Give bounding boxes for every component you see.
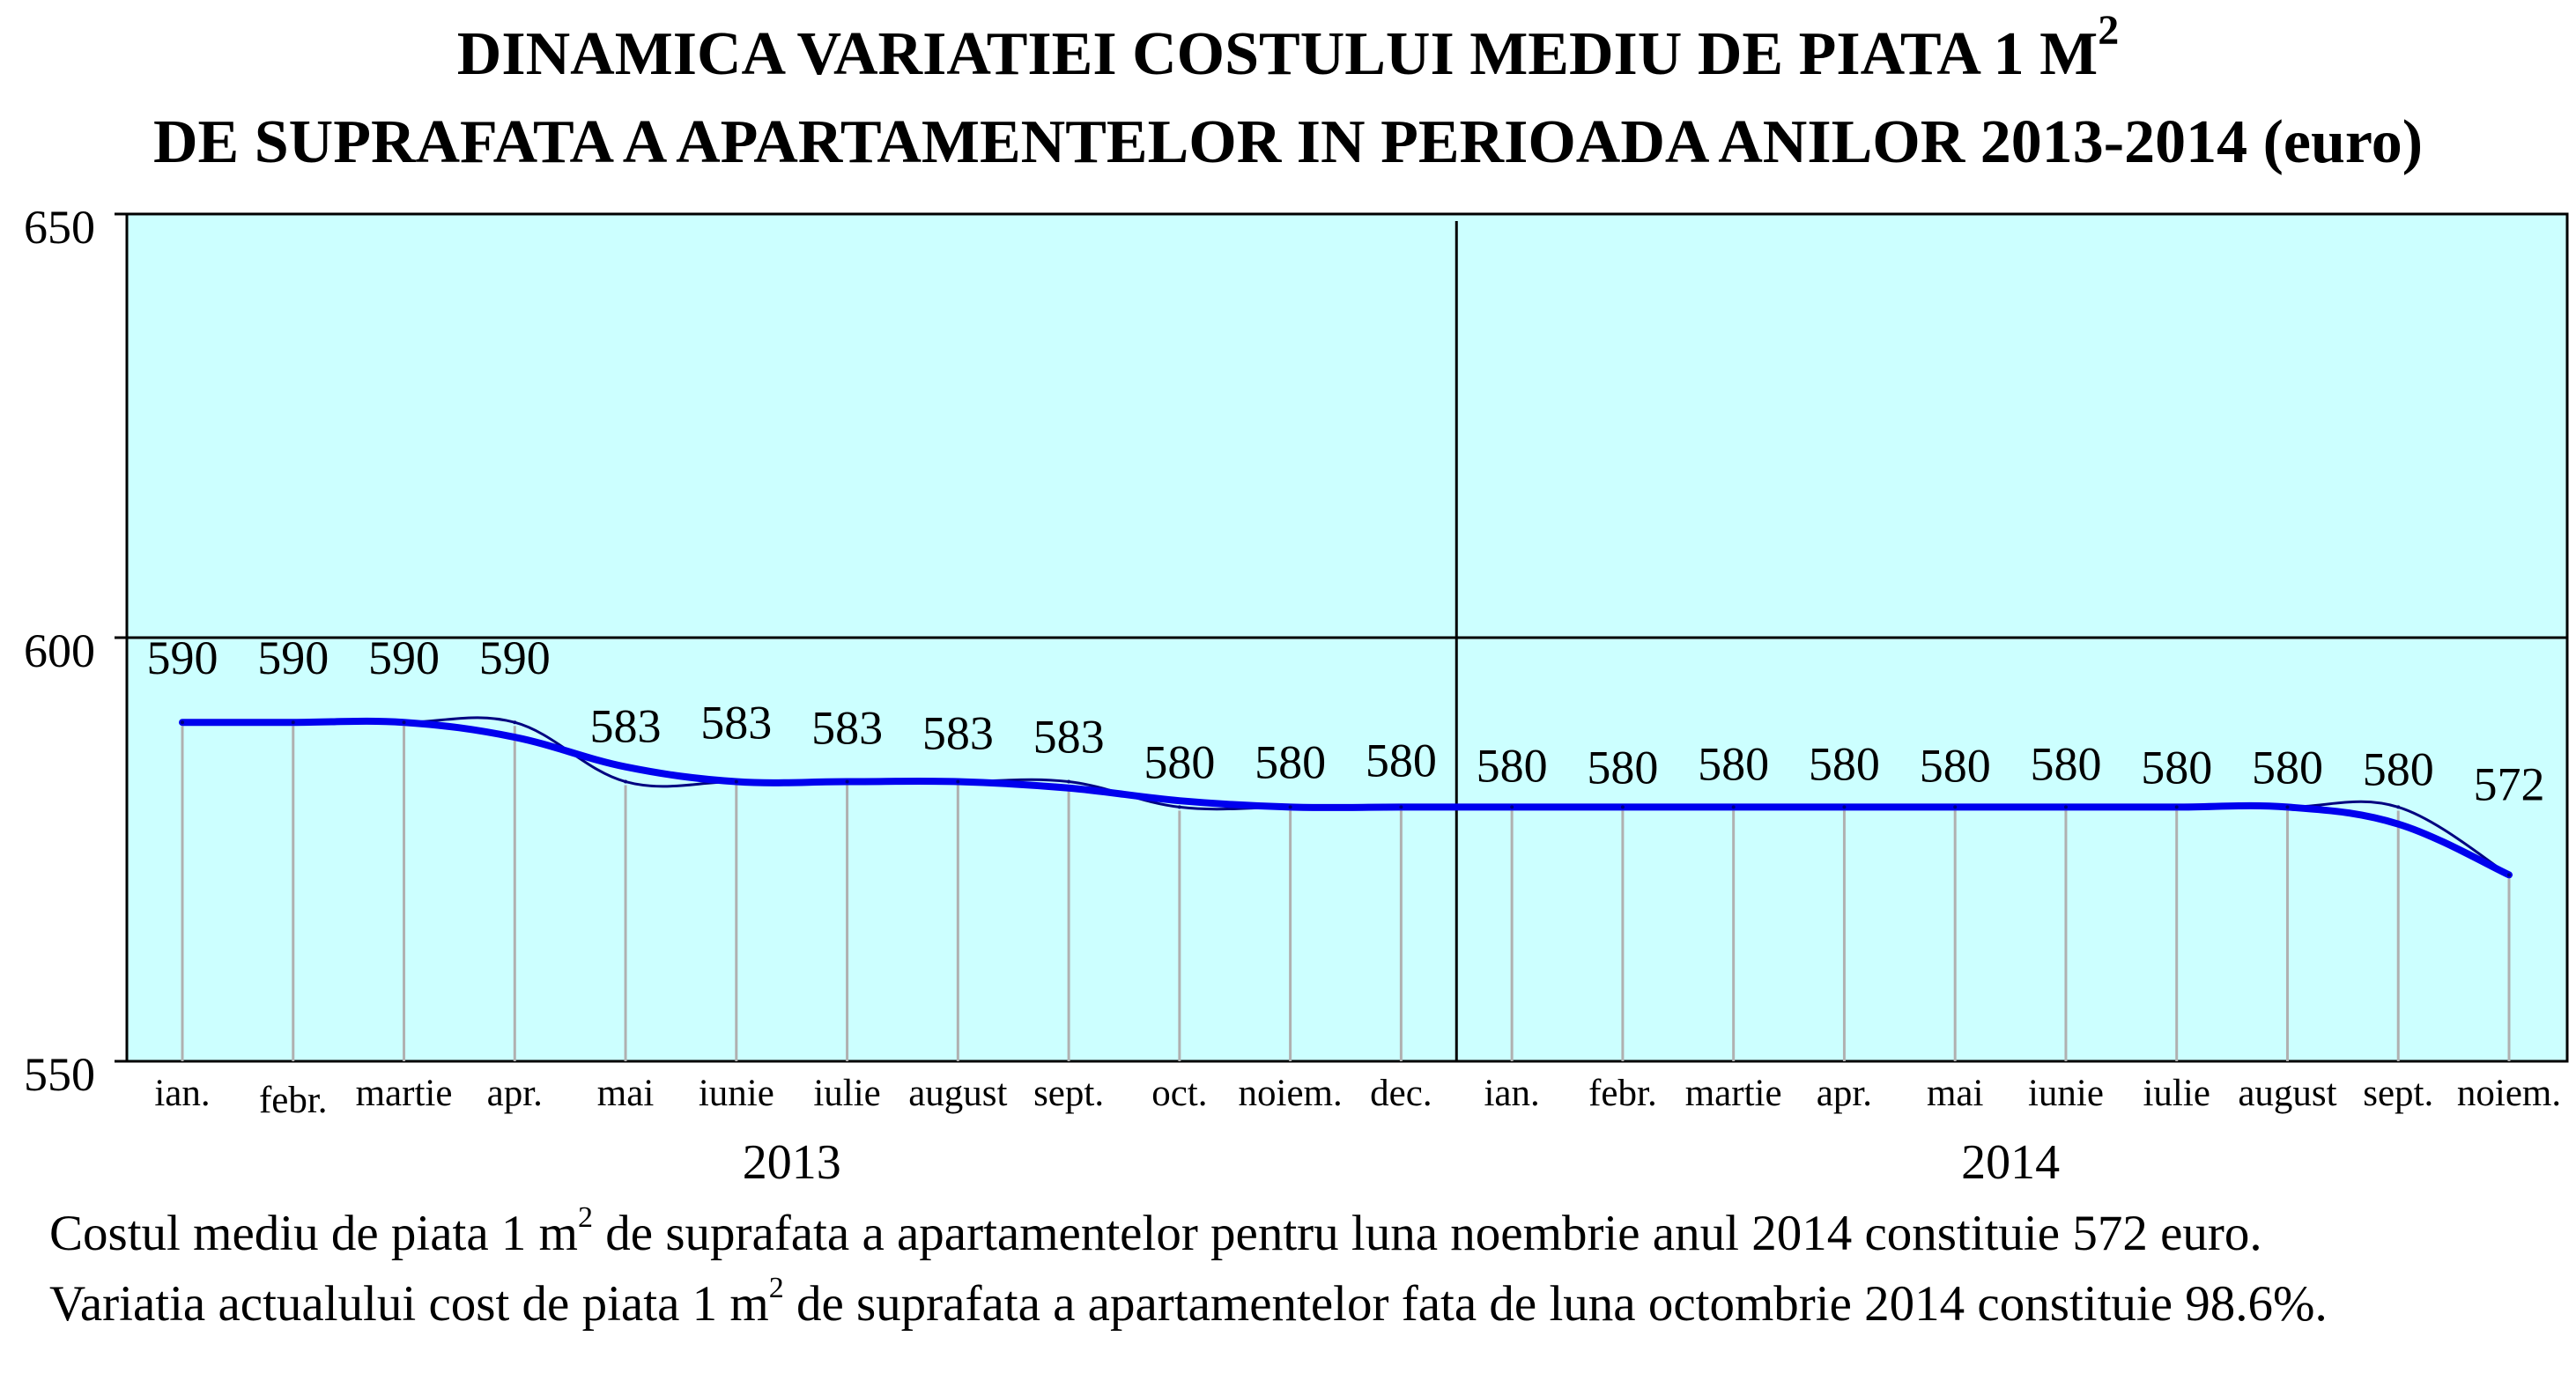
x-tick-label: iulie [2143, 1073, 2210, 1114]
data-point-1 [181, 720, 184, 725]
x-tick-label: sept. [1033, 1073, 1104, 1114]
x-tick-label: apr. [487, 1073, 543, 1114]
data-label: 583 [922, 707, 994, 760]
data-point-14 [1620, 805, 1625, 809]
note-line-1: Costul mediu de piata 1 m2 de suprafata … [49, 1203, 2262, 1265]
title-text-1: DINAMICA VARIATIEI COSTULUI MEDIU DE PIA… [456, 20, 2099, 88]
note-line-2: Variatia actualului cost de piata 1 m2 d… [49, 1274, 2328, 1335]
data-label: 580 [1809, 737, 1880, 790]
x-tick-label: noiem. [2457, 1073, 2561, 1114]
year-labels: 2013 2014 [743, 1135, 2060, 1190]
data-label: 580 [1477, 739, 1548, 792]
note-2-superscript: 2 [768, 1272, 784, 1304]
data-point-19 [2174, 805, 2179, 809]
data-point-2 [291, 720, 295, 725]
series-trend-line [179, 717, 2513, 879]
x-tick-label: iunie [699, 1073, 774, 1114]
data-label: 580 [1920, 739, 1991, 792]
x-tick-label: dec. [1370, 1073, 1432, 1114]
title-text-2: DE SUPRAFATA A APARTAMENTELOR IN PERIOAD… [152, 108, 2248, 176]
title-superscript: 2 [2098, 7, 2120, 54]
x-tick-label: iulie [813, 1073, 880, 1114]
note-1-text-b: de suprafata a apartamentelor pentru lun… [593, 1206, 2262, 1261]
data-label: 590 [368, 631, 440, 684]
x-tick-label: mai [597, 1073, 655, 1114]
data-label: 583 [590, 700, 662, 753]
data-point-8 [956, 779, 960, 784]
x-tick-label: august [2238, 1073, 2336, 1114]
x-tick-label: oct. [1151, 1073, 1207, 1114]
y-tick-label: 650 [24, 201, 95, 254]
data-point-21 [2396, 805, 2401, 809]
data-label: 580 [2141, 741, 2212, 794]
series-lines [179, 716, 2513, 879]
x-tick-label: apr. [1817, 1073, 1872, 1114]
data-point-11 [1288, 805, 1292, 809]
x-axis: ian. febr. martie apr. mai iunie iulie august se… [154, 1073, 2561, 1121]
data-label: 580 [1698, 737, 1769, 790]
y-axis: 650 600 550 [24, 201, 127, 1101]
data-point-17 [1953, 805, 1958, 809]
data-label: 583 [700, 697, 772, 749]
data-label: 590 [479, 631, 551, 684]
data-label: 580 [2030, 737, 2101, 790]
data-point-3 [402, 720, 406, 725]
data-label: 572 [2474, 757, 2545, 810]
x-tick-label: noiem. [1239, 1073, 1343, 1114]
data-point-16 [1842, 805, 1847, 809]
title-unit: (euro) [2247, 108, 2424, 176]
drop-lines [181, 726, 2511, 1061]
data-point-4 [513, 720, 517, 725]
note-2-text-b: de suprafata a apartamentelor fata de lu… [783, 1276, 2328, 1332]
data-label: 583 [1033, 711, 1105, 764]
x-tick-label: ian. [1484, 1073, 1539, 1114]
chart-title-line-2: DE SUPRAFATA A APARTAMENTELOR IN PERIOAD… [0, 107, 2576, 178]
year-label: 2014 [1961, 1135, 2060, 1190]
data-point-6 [734, 779, 738, 784]
y-tick-label: 550 [24, 1048, 95, 1101]
data-point-7 [845, 779, 849, 784]
chart-title-line-1: DINAMICA VARIATIEI COSTULUI MEDIU DE PIA… [0, 10, 2576, 90]
data-point-12 [1399, 805, 1403, 809]
data-point-22 [2507, 873, 2511, 877]
x-tick-label: ian. [154, 1073, 210, 1114]
data-labels: 590 590 590 590 583 583 583 583 583 580 580 580 580 5… [147, 631, 2545, 810]
x-tick-label: febr. [259, 1080, 328, 1121]
x-tick-label: iunie [2028, 1073, 2104, 1114]
x-tick-label: martie [1685, 1073, 1782, 1114]
data-label: 580 [2252, 741, 2323, 794]
note-1-superscript: 2 [578, 1201, 594, 1234]
note-1-text-a: Costul mediu de piata 1 m [49, 1206, 579, 1261]
data-label: 590 [147, 631, 218, 684]
data-point-5 [624, 779, 628, 784]
year-label: 2013 [743, 1135, 841, 1190]
data-label: 580 [1144, 735, 1215, 788]
x-tick-label: martie [356, 1073, 453, 1114]
data-label: 580 [1255, 735, 1326, 788]
data-point-15 [1731, 805, 1736, 809]
data-point-9 [1067, 779, 1071, 784]
note-2-text-a: Variatia actualului cost de piata 1 m [49, 1276, 769, 1332]
data-point-18 [2063, 805, 2068, 809]
data-point-10 [1177, 805, 1181, 809]
data-label: 580 [2363, 742, 2434, 795]
line-chart: 650 600 550 ian. febr. martie apr. mai iunie iul… [24, 201, 2569, 1190]
data-label: 580 [1366, 734, 1437, 786]
y-tick-label: 600 [24, 624, 95, 677]
x-tick-label: august [908, 1073, 1007, 1114]
x-tick-label: mai [1927, 1073, 1984, 1114]
x-tick-label: febr. [1588, 1073, 1657, 1114]
data-label: 583 [811, 702, 883, 755]
data-label: 580 [1587, 741, 1658, 794]
data-point-13 [1510, 805, 1514, 809]
x-tick-label: sept. [2363, 1073, 2433, 1114]
data-label: 590 [257, 631, 329, 684]
data-point-20 [2285, 805, 2290, 809]
